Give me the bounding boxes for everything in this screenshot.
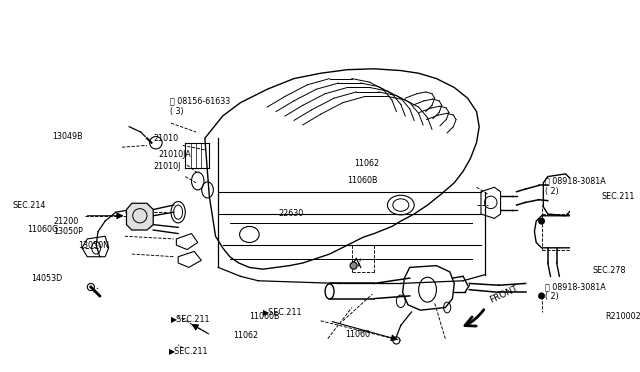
Text: 11062: 11062: [234, 331, 259, 340]
Polygon shape: [127, 203, 153, 230]
Circle shape: [538, 218, 545, 224]
Text: 21010J: 21010J: [153, 162, 180, 171]
Circle shape: [538, 293, 545, 299]
Text: 21200: 21200: [54, 218, 79, 227]
Text: SEC.211: SEC.211: [601, 192, 635, 201]
Text: Ⓑ 08156-61633
( 3): Ⓑ 08156-61633 ( 3): [170, 97, 230, 116]
Text: 21010JA: 21010JA: [159, 150, 191, 159]
Text: 13050P: 13050P: [54, 227, 83, 236]
Text: ▶SEC.211: ▶SEC.211: [263, 307, 302, 317]
Text: ▶SEC.211: ▶SEC.211: [169, 346, 209, 355]
Text: Ⓝ 08918-3081A
( 2): Ⓝ 08918-3081A ( 2): [545, 177, 606, 196]
Text: SEC.214: SEC.214: [12, 201, 46, 209]
Text: R2100023: R2100023: [605, 312, 640, 321]
Text: SEC.278: SEC.278: [592, 266, 626, 275]
Text: ▶SEC.211: ▶SEC.211: [171, 314, 211, 323]
Text: 11060G: 11060G: [27, 225, 58, 234]
Text: Ⓝ 08918-3081A
( 2): Ⓝ 08918-3081A ( 2): [545, 282, 606, 301]
Text: 13049B: 13049B: [52, 132, 83, 141]
Circle shape: [350, 262, 357, 269]
Text: 14053D: 14053D: [31, 275, 63, 283]
Text: 11062: 11062: [355, 158, 380, 168]
Text: 13050N: 13050N: [78, 241, 109, 250]
Text: 11060: 11060: [346, 330, 371, 339]
Text: 11060B: 11060B: [250, 312, 280, 321]
Text: 22630: 22630: [278, 209, 303, 218]
Text: 21010: 21010: [153, 134, 179, 143]
Text: 11060B: 11060B: [348, 176, 378, 186]
Text: FRONT: FRONT: [488, 284, 520, 305]
